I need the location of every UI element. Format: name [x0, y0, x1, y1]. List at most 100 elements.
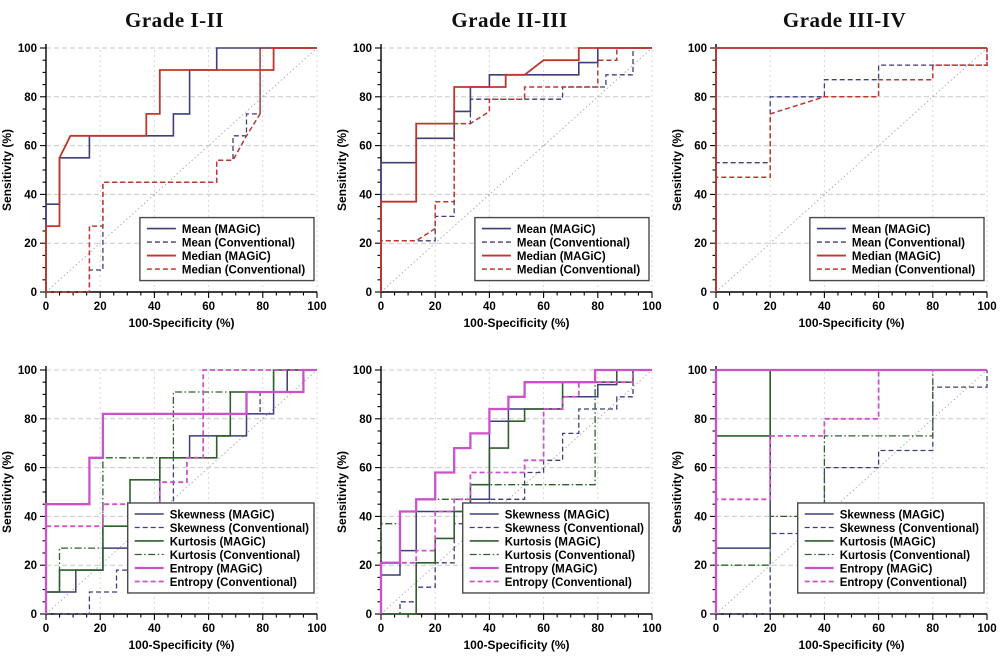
svg-text:40: 40 [694, 511, 707, 523]
x-axis-label: 100-Specificity (%) [463, 638, 569, 652]
diagonal-reference-line [380, 47, 653, 293]
svg-text:60: 60 [872, 623, 885, 635]
legend-label-skewness-magic: Skewness (MAGiC) [840, 509, 945, 521]
svg-text:100: 100 [977, 301, 996, 313]
svg-text:80: 80 [24, 414, 37, 426]
series-median-magic [380, 47, 652, 292]
svg-text:100: 100 [353, 365, 372, 377]
legend-label-median-magic: Median (MAGiC) [182, 251, 271, 263]
svg-text:0: 0 [31, 609, 37, 621]
series-skewness-conventional [381, 369, 652, 615]
panel-grade-i-ii-mean-median: Grade I-II 0 0 20 20 40 40 60 60 80 80 100 100 100-S… [0, 4, 335, 334]
y-axis-label: Sensitivity (%) [335, 451, 349, 533]
svg-text:80: 80 [359, 92, 372, 104]
svg-text:20: 20 [24, 560, 37, 572]
x-axis-label: 100-Specificity (%) [798, 316, 904, 330]
roc-chart-grade-iii-iv-mean-median: 0 0 20 20 40 40 60 60 80 80 100 100 100-Specificity … [670, 38, 1000, 334]
x-axis-label: 100-Specificity (%) [128, 638, 234, 652]
legend-label-skewness-magic: Skewness (MAGiC) [505, 509, 610, 521]
series-entropy-conventional [715, 369, 987, 614]
diagonal-reference-line [715, 369, 988, 615]
svg-text:0: 0 [378, 623, 384, 635]
svg-text:80: 80 [694, 92, 707, 104]
svg-text:20: 20 [694, 238, 707, 250]
legend: Mean (MAGiC) Mean (Conventional)Median (M… [474, 216, 650, 282]
svg-text:100: 100 [18, 365, 37, 377]
svg-text:40: 40 [818, 301, 831, 313]
roc-chart-grade-i-ii-texture: 0 0 20 20 40 40 60 60 80 80 100 100 100-Specificity … [0, 360, 330, 656]
y-axis-label: Sensitivity (%) [0, 129, 14, 211]
legend-label-entropy-conventional: Entropy (Conventional) [840, 577, 967, 589]
diagonal-reference-line [380, 369, 653, 615]
panel-grade-ii-iii-texture: 0 0 20 20 40 40 60 60 80 80 100 100 100-Specificity … [335, 360, 670, 656]
y-axis-label: Sensitivity (%) [670, 451, 684, 533]
panel-grade-ii-iii-mean-median: Grade II-III 0 0 20 20 40 40 60 60 80 80 100 100 100… [335, 4, 670, 334]
legend-label-median-conventional: Median (Conventional) [852, 265, 975, 277]
legend: Skewness (MAGiC) Skewness (Conventional)K… [126, 502, 315, 594]
svg-text:60: 60 [872, 301, 885, 313]
legend-label-kurtosis-conventional: Kurtosis (Conventional) [505, 550, 636, 562]
roc-grade-ii-iii-texture: 00 20 20 40 40 60 60 80 80 100 100 100-Specificity … [335, 365, 662, 652]
panel-grade-iii-iv-texture: 0 0 20 20 40 40 60 60 80 80 100 100 100-Specificity … [670, 360, 1005, 656]
svg-text:0: 0 [713, 301, 719, 313]
roc-chart-grade-ii-iii-texture: 0 0 20 20 40 40 60 60 80 80 100 100 100-Specificity … [335, 360, 665, 656]
roc-chart-grade-i-ii-mean-median: 0 0 20 20 40 40 60 60 80 80 100 100 100-Specificity … [0, 38, 330, 334]
svg-text:40: 40 [483, 301, 496, 313]
roc-grade-iii-iv-texture: 00 20 20 40 40 60 60 80 80 100 100 100-Specificity … [670, 365, 997, 652]
svg-text:20: 20 [359, 560, 372, 572]
legend: Skewness (MAGiC)Skewness (Conventional)K… [461, 502, 650, 594]
svg-text:0: 0 [366, 287, 372, 299]
legend-label-kurtosis-magic: Kurtosis (MAGiC) [170, 536, 266, 548]
series-entropy-conventional [380, 369, 652, 614]
panel-grade-i-ii-texture: 0 0 20 20 40 40 60 60 80 80 100 100 100-Specificity … [0, 360, 335, 656]
series-kurtosis-magic [381, 369, 652, 615]
series-entropy-magic [379, 368, 652, 614]
svg-text:80: 80 [591, 301, 604, 313]
series-mean-conventional [46, 47, 317, 293]
svg-text:40: 40 [483, 623, 496, 635]
svg-text:0: 0 [366, 609, 372, 621]
panel-grade-iii-iv-mean-median: Grade III-IV 0 0 20 20 40 40 60 60 80 80 100 100 100… [670, 4, 1005, 334]
legend-label-median-magic: Median (MAGiC) [517, 251, 606, 263]
y-axis-label: Sensitivity (%) [0, 451, 14, 533]
series-mean-conventional [715, 48, 988, 292]
legend-label-skewness-conventional: Skewness (Conventional) [840, 523, 979, 535]
roc-grade-iii-iv-mean-median: 00 20 20 40 40 60 60 80 80 100 100 100-Specificity … [670, 43, 997, 330]
legend-label-skewness-conventional: Skewness (Conventional) [170, 523, 309, 535]
svg-text:20: 20 [764, 301, 777, 313]
legend-label-mean-magic: Mean (MAGiC) [517, 224, 596, 236]
diagonal-reference-line [715, 47, 988, 293]
roc-grade-i-ii-mean-median: 00 20 20 40 40 60 60 80 80 100 100 100-Specificity … [0, 43, 327, 330]
svg-text:0: 0 [43, 623, 49, 635]
svg-text:80: 80 [256, 301, 269, 313]
svg-text:40: 40 [359, 189, 372, 201]
legend-label-mean-conventional: Mean (Conventional) [852, 238, 965, 250]
svg-text:100: 100 [642, 623, 661, 635]
svg-text:60: 60 [694, 463, 707, 475]
legend-label-kurtosis-magic: Kurtosis (MAGiC) [505, 536, 601, 548]
svg-text:20: 20 [429, 301, 442, 313]
svg-text:60: 60 [694, 141, 707, 153]
svg-text:60: 60 [202, 623, 215, 635]
svg-text:20: 20 [429, 623, 442, 635]
series-median-conventional [46, 47, 317, 293]
legend-label-mean-conventional: Mean (Conventional) [182, 238, 295, 250]
svg-text:60: 60 [359, 141, 372, 153]
svg-text:60: 60 [24, 463, 37, 475]
svg-text:20: 20 [764, 623, 777, 635]
legend-label-skewness-magic: Skewness (MAGiC) [170, 509, 275, 521]
panel-title-grade-iii-iv: Grade III-IV [782, 8, 907, 32]
y-axis-label: Sensitivity (%) [670, 129, 684, 211]
legend-label-entropy-magic: Entropy (MAGiC) [505, 563, 598, 575]
legend-label-kurtosis-conventional: Kurtosis (Conventional) [840, 550, 971, 562]
y-axis-label: Sensitivity (%) [335, 129, 349, 211]
svg-text:80: 80 [591, 623, 604, 635]
svg-text:0: 0 [713, 623, 719, 635]
svg-text:20: 20 [94, 301, 107, 313]
legend: Mean (MAGiC) Mean (Conventional)Median (M… [139, 216, 315, 282]
legend-label-mean-magic: Mean (MAGiC) [852, 224, 931, 236]
svg-text:40: 40 [24, 189, 37, 201]
svg-text:80: 80 [256, 623, 269, 635]
svg-text:80: 80 [926, 301, 939, 313]
svg-text:0: 0 [43, 301, 49, 313]
